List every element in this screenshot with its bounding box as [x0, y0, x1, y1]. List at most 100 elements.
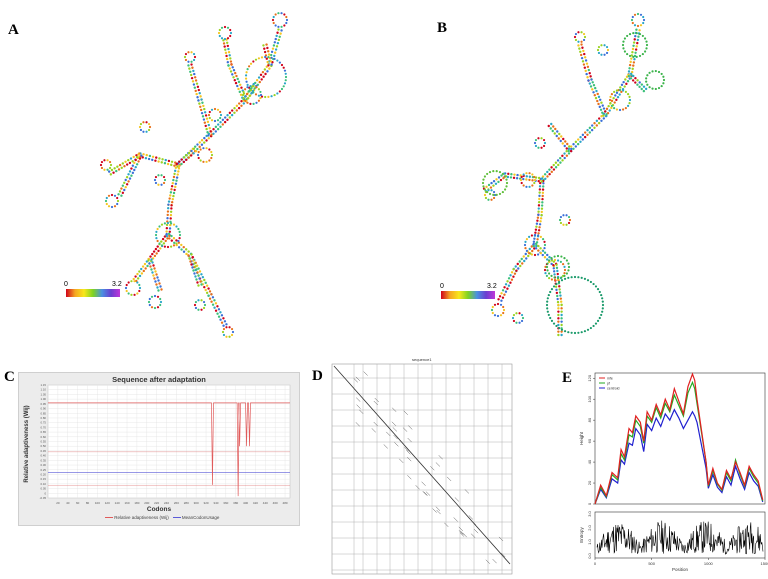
rna-b-stem [534, 247, 538, 250]
rna-a-loop [242, 96, 245, 100]
rna-a-loop [284, 75, 288, 79]
rna-a-stem [223, 320, 227, 323]
rna-b-big-loop [592, 282, 595, 286]
rna-a-stem [171, 181, 174, 185]
rna-b-stem [588, 126, 592, 130]
rna-b-loop [577, 31, 580, 34]
rna-a-stem [116, 165, 119, 168]
dot-plot-mark [355, 376, 361, 381]
rna-a-loop [159, 300, 163, 304]
rna-b-big-loop [662, 78, 666, 82]
rna-a-stem [237, 80, 241, 84]
rna-a-stem [267, 53, 271, 56]
rna-b-stem [633, 58, 636, 61]
rna-a-stem [220, 321, 224, 324]
legend-swatch-wij [105, 517, 113, 519]
rna-b-stem [532, 244, 536, 248]
rna-b-loop [491, 311, 494, 315]
rna-b-stem [557, 310, 560, 313]
rna-b-big-loop [601, 300, 604, 303]
rna-a-stem [127, 158, 130, 162]
rna-b-stem [509, 281, 512, 284]
rna-a-loop [210, 156, 213, 160]
rna-b-stem [567, 147, 571, 151]
rna-a-stem [232, 76, 235, 79]
rna-a-loop [213, 119, 217, 123]
rna-a-loop [106, 159, 109, 162]
rna-a-stem [221, 123, 224, 126]
rna-a-stem [216, 312, 219, 315]
rna-a-stem [175, 162, 179, 166]
rna-b-loop [543, 246, 546, 250]
rna-a-loop [283, 82, 287, 85]
rna-b-stem [507, 277, 511, 280]
dot-plot-mark [492, 558, 497, 564]
rna-b-loop [580, 40, 583, 43]
rna-a-loop [230, 333, 234, 337]
rna-a-loop [257, 94, 261, 97]
rna-b-stem [518, 260, 521, 263]
rna-b-big-loop [660, 72, 663, 76]
rna-a-loop [166, 221, 170, 225]
rna-a-stem [169, 194, 172, 197]
rna-a-stem [174, 169, 177, 173]
rna-b-big-loop [657, 86, 661, 90]
rna-b-loop [605, 45, 609, 49]
rna-a-stem [234, 71, 237, 75]
rna-a-stem [154, 270, 157, 273]
rna-b-big-loop [601, 297, 604, 300]
rna-b-loop [621, 89, 625, 92]
rna-b-stem [613, 101, 616, 104]
rna-b-stem [495, 178, 498, 181]
rna-b-stem [531, 179, 534, 182]
rna-b-stem [570, 147, 573, 151]
rna-b-big-loop [598, 290, 601, 294]
rna-b-big-loop [498, 170, 502, 174]
rna-a-loop [244, 74, 248, 77]
rna-a-stem [192, 147, 196, 151]
rna-b-stem [599, 108, 603, 111]
rna-a-stem [151, 155, 155, 158]
rna-a-stem [231, 66, 234, 69]
rna-b-stem [536, 219, 539, 222]
rna-a-stem [208, 297, 212, 300]
rna-a-loop [207, 113, 211, 117]
rna-b-stem [554, 161, 558, 164]
rna-a-stem [198, 145, 201, 149]
rna-a-stem [219, 121, 222, 124]
rna-a-loop [160, 244, 164, 247]
rna-a-stem [223, 120, 227, 124]
dot-plot-mark [470, 533, 476, 538]
rna-b-stem [538, 188, 542, 191]
rna-b-stem [563, 144, 566, 148]
rna-b-stem [636, 38, 640, 42]
rna-b-stem [539, 220, 542, 223]
rna-a-stem [233, 111, 236, 114]
y-tick-label-c: 0.10 [41, 482, 47, 486]
rna-b-stem [537, 213, 540, 217]
rna-a-stem [173, 172, 176, 176]
rna-b-stem [554, 166, 558, 169]
rna-b-stem [563, 152, 566, 155]
rna-b-stem [538, 191, 541, 194]
rna-a-stem [137, 153, 140, 156]
x-tick-label-e: 0 [594, 561, 597, 566]
rna-b-loop [493, 193, 497, 197]
rna-b-loop [573, 35, 577, 39]
y-tick-label-c: 0.60 [41, 435, 47, 439]
rna-b-big-loop [589, 326, 593, 330]
rna-b-stem [591, 124, 594, 127]
rna-a-stem [170, 239, 174, 242]
rna-b-big-loop [645, 40, 648, 43]
rna-b-stem [510, 278, 514, 281]
rna-a-stem [136, 272, 139, 276]
rna-b-big-loop [654, 69, 657, 73]
rna-b-big-loop [645, 80, 648, 83]
rna-a-stem [138, 274, 142, 278]
rna-a-stem [242, 102, 245, 105]
rna-a-loop [177, 227, 180, 231]
rna-a-stem [267, 64, 270, 67]
rna-b-big-loop [560, 276, 563, 279]
rna-a-stem [196, 271, 199, 274]
rna-a-stem [173, 241, 176, 245]
